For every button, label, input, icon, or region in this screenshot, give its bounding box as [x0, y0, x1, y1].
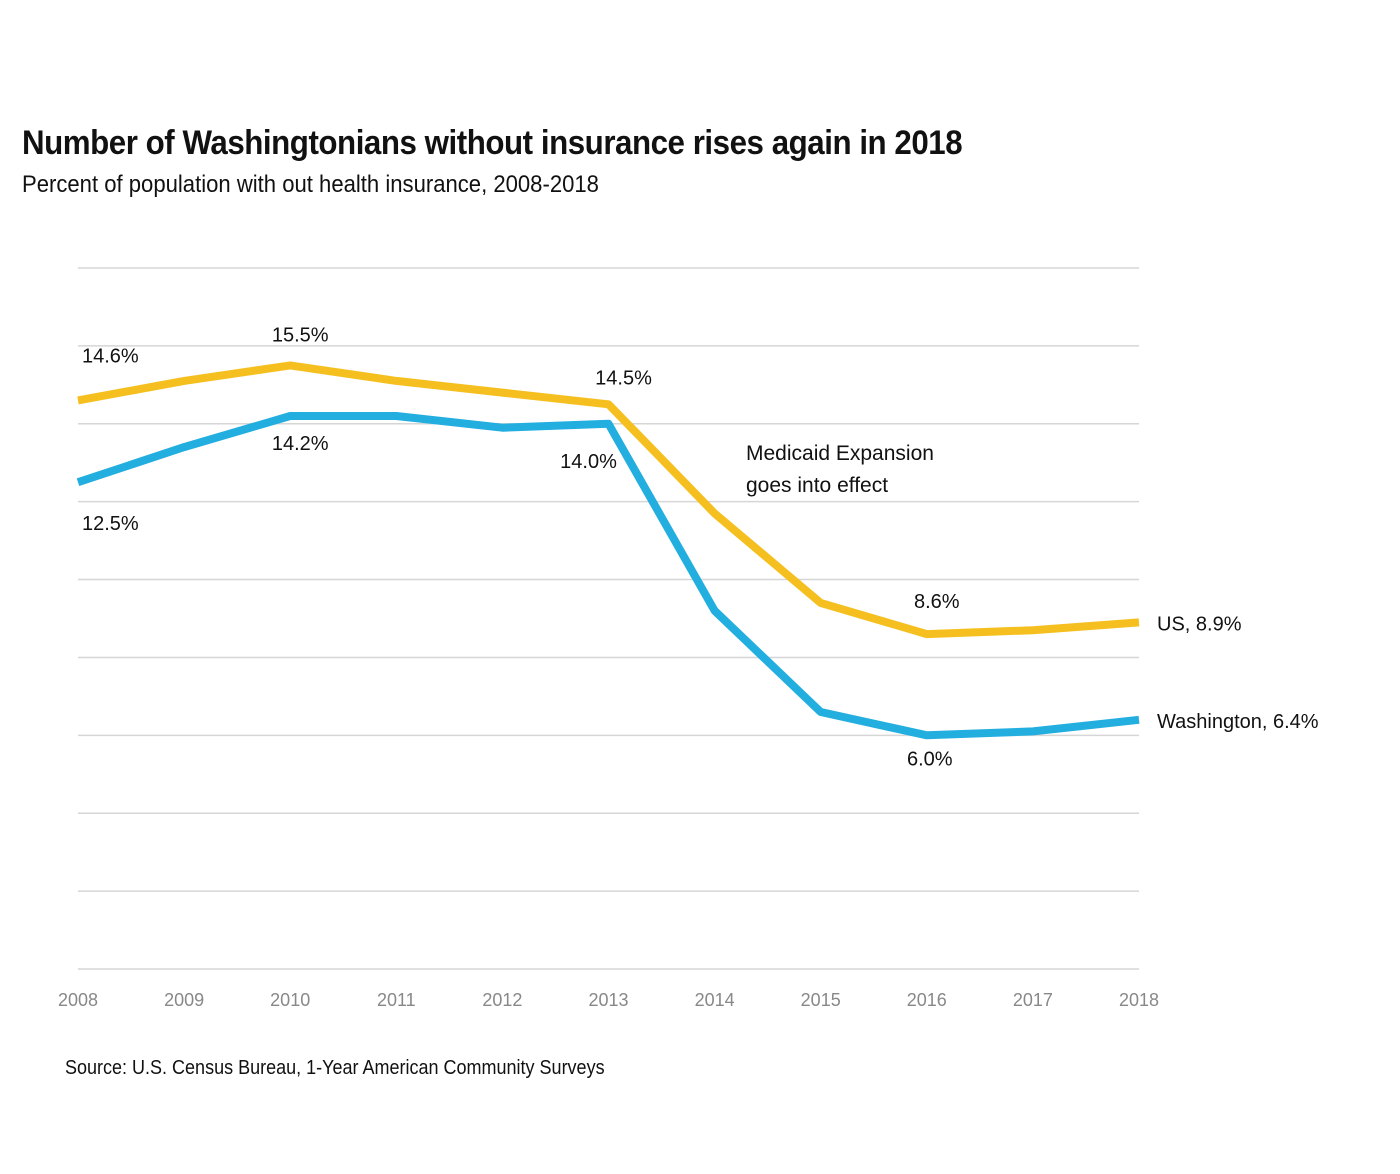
data-label: 14.0%: [560, 451, 617, 473]
x-tick-label: 2008: [58, 990, 98, 1010]
x-tick-label: 2014: [695, 990, 735, 1010]
series-end-label: Washington, 6.4%: [1157, 711, 1319, 733]
chart-subtitle: Percent of population with out health in…: [22, 171, 599, 198]
data-label: 14.5%: [595, 367, 652, 389]
chart-title: Number of Washingtonians without insuran…: [22, 124, 963, 162]
annotation-text: goes into effect: [746, 474, 888, 497]
x-tick-label: 2010: [270, 990, 310, 1010]
x-tick-label: 2011: [377, 990, 416, 1010]
data-label: 8.6%: [914, 591, 960, 613]
data-label: 15.5%: [272, 324, 329, 346]
series-lines: [76, 361, 1140, 740]
x-tick-label: 2012: [482, 990, 522, 1010]
x-tick-label: 2018: [1119, 990, 1159, 1010]
x-tick-label: 2015: [801, 990, 841, 1010]
data-label: 14.2%: [272, 433, 329, 455]
data-label: 6.0%: [907, 748, 953, 770]
data-label: 12.5%: [82, 513, 139, 535]
x-tick-label: 2013: [588, 990, 628, 1010]
x-axis-ticks: 2008 2009 2010 2011 2012 2013 2014 2015 2016 2017…: [58, 990, 1159, 1010]
series-line-us: [77, 361, 1140, 639]
series-end-label: US, 8.9%: [1157, 613, 1242, 635]
data-label: 14.6%: [82, 345, 139, 367]
x-tick-label: 2016: [907, 990, 947, 1010]
x-tick-label: 2017: [1013, 990, 1053, 1010]
series-line-washington: [76, 412, 1140, 740]
source-note: Source: U.S. Census Bureau, 1-Year Ameri…: [65, 1057, 605, 1079]
x-tick-label: 2009: [164, 990, 204, 1010]
data-labels: 14.6% 15.5% 14.5% 8.6% US, 8.9% 12.5% 14.2% 14.…: [82, 324, 1319, 770]
annotations: Medicaid Expansion goes into effect: [746, 442, 934, 497]
annotation-text: Medicaid Expansion: [746, 442, 934, 465]
